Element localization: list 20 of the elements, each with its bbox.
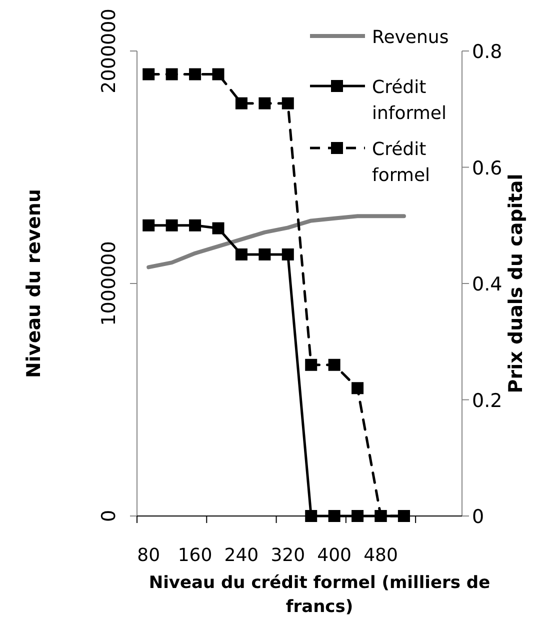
x-tick-label: 240 [224, 545, 259, 566]
y2-axis-title: Prix duals du capital [505, 174, 527, 394]
y2-tick-label: 0.4 [472, 274, 502, 296]
legend-label: Crédit formel [372, 139, 430, 186]
x-tick-label: 80 [137, 545, 160, 566]
y2-tick-label: 0.2 [472, 390, 502, 412]
legend-label: Revenus [372, 27, 449, 48]
y2-tick-label: 0.8 [472, 41, 502, 63]
x-axis-title: Niveau du crédit formel (milliers de francs) [148, 573, 490, 617]
y-tick-label: 2000000 [98, 8, 120, 94]
legend-label: Crédit informel [372, 77, 446, 124]
x-tick-label: 160 [178, 545, 212, 566]
x-tick-label: 320 [270, 545, 306, 566]
y-axis-title: Niveau du revenu [23, 189, 45, 378]
x-tick-label: 480 [364, 545, 398, 566]
x-tick-label: 400 [317, 545, 352, 566]
y2-tick-label: 0 [472, 506, 484, 528]
y2-tick-label: 0.6 [472, 157, 502, 180]
y-tick-label: 1000000 [98, 241, 120, 326]
y-tick-label: 0 [98, 510, 120, 522]
